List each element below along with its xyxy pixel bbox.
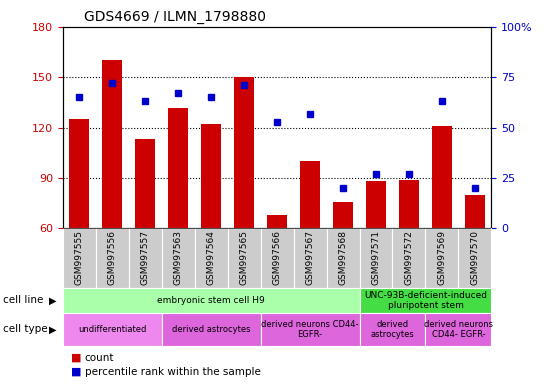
Text: GSM997557: GSM997557 xyxy=(141,230,150,285)
Text: GSM997556: GSM997556 xyxy=(108,230,117,285)
Bar xyxy=(260,313,359,346)
Text: ▶: ▶ xyxy=(49,295,56,306)
Bar xyxy=(129,228,162,288)
Bar xyxy=(359,228,393,288)
Text: GSM997568: GSM997568 xyxy=(339,230,348,285)
Text: percentile rank within the sample: percentile rank within the sample xyxy=(85,366,260,377)
Text: cell type: cell type xyxy=(3,324,48,334)
Bar xyxy=(366,182,386,228)
Text: ▶: ▶ xyxy=(49,324,56,334)
Text: GSM997566: GSM997566 xyxy=(272,230,282,285)
Text: derived neurons
CD44- EGFR-: derived neurons CD44- EGFR- xyxy=(424,319,493,339)
Bar xyxy=(260,228,294,288)
Bar xyxy=(294,228,327,288)
Text: derived neurons CD44-
EGFR-: derived neurons CD44- EGFR- xyxy=(262,319,359,339)
Text: undifferentiated: undifferentiated xyxy=(78,325,146,334)
Bar xyxy=(168,108,188,228)
Text: cell line: cell line xyxy=(3,295,43,306)
Text: count: count xyxy=(85,353,114,363)
Text: GSM997572: GSM997572 xyxy=(405,230,413,285)
Bar xyxy=(69,119,89,228)
Text: derived astrocytes: derived astrocytes xyxy=(172,325,251,334)
Bar xyxy=(201,124,221,228)
Bar xyxy=(63,228,96,288)
Bar xyxy=(63,313,162,346)
Text: GSM997567: GSM997567 xyxy=(306,230,314,285)
Bar xyxy=(359,288,491,313)
Text: UNC-93B-deficient-induced
pluripotent stem: UNC-93B-deficient-induced pluripotent st… xyxy=(364,291,487,310)
Bar xyxy=(432,126,452,228)
Bar xyxy=(327,228,359,288)
Bar xyxy=(102,61,122,228)
Bar xyxy=(228,228,260,288)
Bar xyxy=(234,77,254,228)
Bar xyxy=(425,313,491,346)
Text: ■: ■ xyxy=(71,366,81,377)
Text: ■: ■ xyxy=(71,353,81,363)
Text: GSM997570: GSM997570 xyxy=(471,230,479,285)
Text: embryonic stem cell H9: embryonic stem cell H9 xyxy=(157,296,265,305)
Bar xyxy=(195,228,228,288)
Text: GSM997564: GSM997564 xyxy=(206,230,216,285)
Bar xyxy=(465,195,485,228)
Text: GSM997565: GSM997565 xyxy=(240,230,248,285)
Bar xyxy=(425,228,459,288)
Text: GSM997569: GSM997569 xyxy=(437,230,447,285)
Bar xyxy=(162,313,260,346)
Text: GSM997563: GSM997563 xyxy=(174,230,183,285)
Text: GSM997555: GSM997555 xyxy=(75,230,84,285)
Text: derived
astrocytes: derived astrocytes xyxy=(371,319,414,339)
Bar xyxy=(135,139,155,228)
Bar xyxy=(359,313,425,346)
Bar xyxy=(333,202,353,228)
Bar xyxy=(96,228,129,288)
Text: GSM997571: GSM997571 xyxy=(371,230,381,285)
Bar xyxy=(459,228,491,288)
Bar xyxy=(63,288,359,313)
Bar xyxy=(399,180,419,228)
Bar xyxy=(162,228,195,288)
Bar xyxy=(267,215,287,228)
Bar xyxy=(393,228,425,288)
Text: GDS4669 / ILMN_1798880: GDS4669 / ILMN_1798880 xyxy=(84,10,266,25)
Bar xyxy=(300,161,320,228)
